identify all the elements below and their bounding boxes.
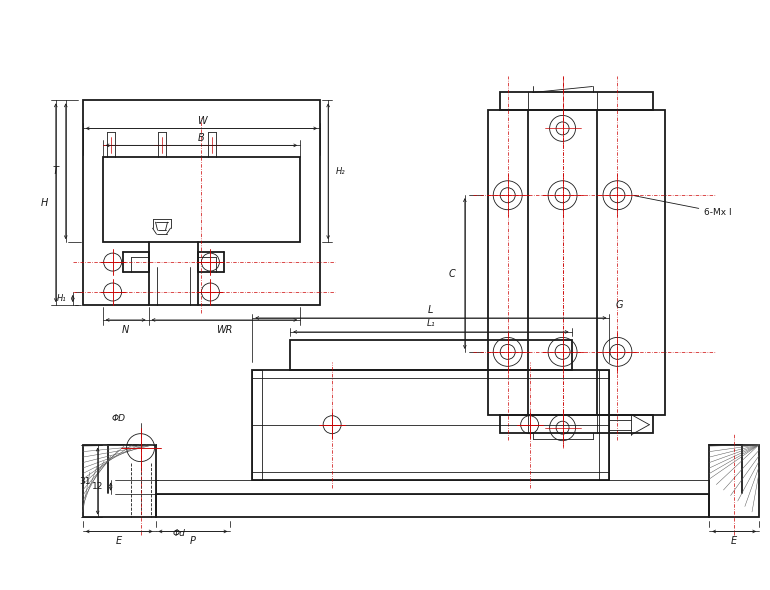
Text: T: T bbox=[53, 166, 59, 176]
Text: 12: 12 bbox=[92, 482, 104, 491]
Text: 6-Mx l: 6-Mx l bbox=[634, 196, 732, 217]
Bar bbox=[500, 93, 654, 110]
Text: L₁: L₁ bbox=[427, 319, 435, 329]
Bar bbox=[253, 370, 263, 480]
Bar bbox=[82, 445, 156, 517]
Bar bbox=[600, 370, 610, 480]
Text: L: L bbox=[428, 305, 434, 315]
Bar bbox=[102, 158, 300, 242]
Bar bbox=[82, 100, 320, 305]
Bar bbox=[709, 445, 759, 517]
Text: WR: WR bbox=[216, 325, 233, 335]
Text: Φd: Φd bbox=[172, 529, 185, 539]
Bar bbox=[156, 493, 709, 517]
Text: ΦD: ΦD bbox=[112, 414, 126, 422]
Bar bbox=[290, 340, 571, 370]
Text: N: N bbox=[122, 325, 129, 335]
Text: B: B bbox=[198, 133, 205, 143]
Text: H: H bbox=[40, 198, 48, 208]
Bar bbox=[253, 370, 610, 480]
Text: G: G bbox=[615, 300, 623, 310]
Text: 31: 31 bbox=[79, 477, 91, 486]
Text: P: P bbox=[190, 536, 196, 546]
Text: E: E bbox=[731, 536, 737, 546]
Bar bbox=[500, 415, 654, 432]
Text: H₂: H₂ bbox=[336, 167, 346, 176]
Text: E: E bbox=[116, 536, 122, 546]
Bar bbox=[156, 480, 709, 493]
Bar bbox=[487, 110, 665, 415]
Text: H₁: H₁ bbox=[57, 294, 67, 303]
Text: W: W bbox=[196, 116, 206, 126]
Text: C: C bbox=[449, 268, 456, 278]
